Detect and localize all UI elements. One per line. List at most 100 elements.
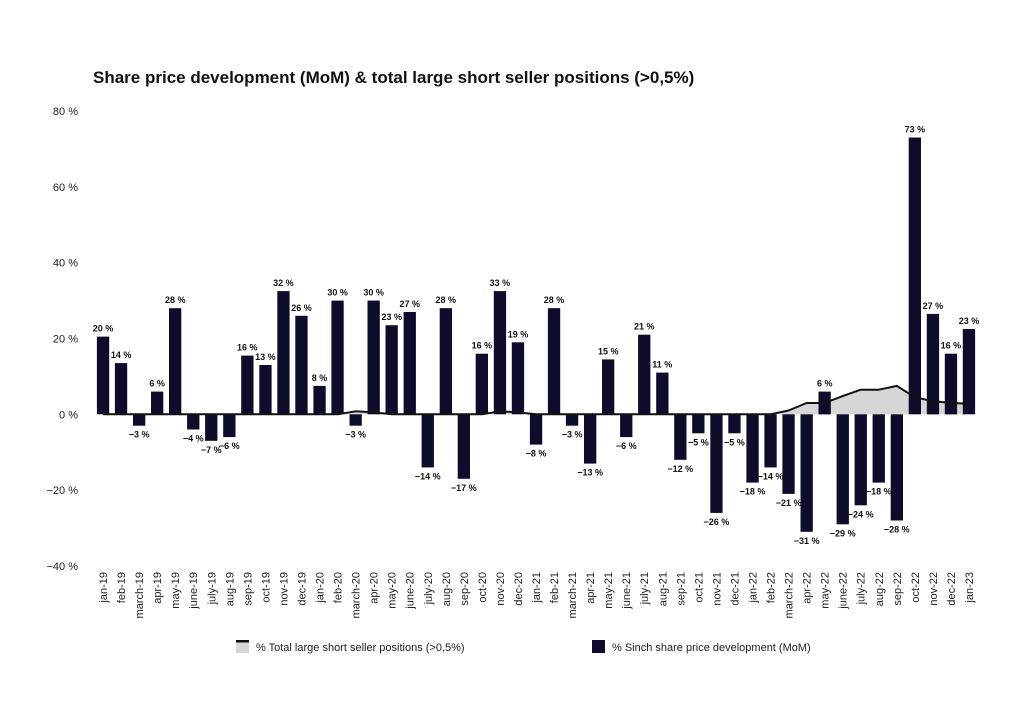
bar-jan-20 bbox=[313, 385, 326, 415]
x-tick-label: dec-22 bbox=[946, 572, 958, 606]
bar-apr-21 bbox=[584, 414, 597, 464]
bar-feb-22 bbox=[764, 414, 777, 468]
data-label-oct-19: 13 % bbox=[255, 352, 276, 362]
data-label-july-19: −7 % bbox=[201, 445, 222, 455]
x-tick-label: oct-21 bbox=[693, 572, 705, 603]
bar-june-19 bbox=[187, 414, 200, 430]
x-tick-label: march-19 bbox=[134, 572, 146, 618]
bar-july-19 bbox=[205, 414, 218, 441]
x-tick-label: oct-20 bbox=[477, 572, 489, 603]
data-label-dec-19: 26 % bbox=[291, 303, 312, 313]
data-label-jan-22: −18 % bbox=[740, 487, 766, 497]
chart-title: Share price development (MoM) & total la… bbox=[93, 68, 695, 87]
x-tick-label: may-22 bbox=[820, 572, 832, 609]
data-label-oct-21: −5 % bbox=[688, 437, 709, 447]
data-label-feb-19: 14 % bbox=[111, 350, 132, 360]
x-tick-label: dec-21 bbox=[729, 572, 741, 606]
x-tick-label: feb-19 bbox=[116, 572, 128, 603]
x-tick-label: nov-19 bbox=[278, 572, 290, 606]
bar-feb-20 bbox=[331, 300, 344, 415]
x-tick-label: june-22 bbox=[838, 572, 850, 610]
y-tick-label: 60 % bbox=[53, 182, 78, 194]
x-tick-label: june-21 bbox=[621, 572, 633, 610]
bar-may-19 bbox=[169, 308, 182, 415]
bar-may-21 bbox=[602, 359, 615, 415]
data-label-feb-20: 30 % bbox=[327, 288, 348, 298]
data-label-apr-19: 6 % bbox=[149, 379, 165, 389]
data-label-march-20: −3 % bbox=[345, 430, 366, 440]
data-label-may-22: 6 % bbox=[817, 379, 833, 389]
bar-feb-19 bbox=[114, 363, 128, 415]
bar-oct-19 bbox=[259, 365, 272, 415]
bar-sep-22 bbox=[890, 414, 903, 521]
data-label-june-21: −6 % bbox=[616, 441, 637, 451]
bar-june-22 bbox=[836, 414, 849, 525]
y-tick-label: −40 % bbox=[47, 561, 79, 573]
x-tick-label: june-20 bbox=[405, 572, 417, 610]
bar-may-20 bbox=[385, 325, 398, 415]
legend-swatch-bar bbox=[592, 640, 605, 653]
x-tick-label: apr-21 bbox=[585, 572, 597, 604]
x-tick-label: july-20 bbox=[423, 572, 435, 605]
bar-july-21 bbox=[638, 334, 651, 415]
y-tick-label: 20 % bbox=[53, 334, 78, 346]
x-tick-label: nov-22 bbox=[928, 572, 940, 606]
x-tick-label: feb-21 bbox=[549, 572, 561, 603]
bar-sep-19 bbox=[241, 355, 254, 415]
x-tick-label: july-19 bbox=[206, 572, 218, 605]
bar-nov-20 bbox=[493, 291, 507, 415]
x-tick-label: apr-19 bbox=[152, 572, 164, 604]
data-label-june-22: −29 % bbox=[830, 528, 856, 538]
data-label-aug-20: 28 % bbox=[436, 295, 457, 305]
bar-nov-21 bbox=[710, 414, 723, 513]
x-tick-label: march-22 bbox=[784, 572, 796, 618]
data-label-apr-22: −31 % bbox=[794, 536, 820, 546]
x-tick-label: jan-21 bbox=[531, 572, 543, 604]
data-label-may-21: 15 % bbox=[598, 346, 619, 356]
bar-sep-21 bbox=[674, 414, 687, 460]
data-label-dec-20: 19 % bbox=[508, 329, 529, 339]
x-axis: jan-19 feb-19 march-19 apr-19 may-19 june-19 j… bbox=[98, 572, 976, 618]
y-tick-label: 0 % bbox=[59, 409, 78, 421]
data-label-july-21: 21 % bbox=[634, 322, 655, 332]
bar-nov-22 bbox=[926, 313, 940, 415]
short-positions-area-layer bbox=[103, 385, 969, 415]
legend-item-short-positions: % Total large short seller positions (>0… bbox=[236, 640, 465, 654]
x-tick-label: oct-22 bbox=[910, 572, 922, 603]
x-tick-label: may-20 bbox=[387, 572, 399, 609]
data-label-may-20: 23 % bbox=[381, 312, 402, 322]
y-tick-label: −20 % bbox=[47, 485, 79, 497]
data-label-july-22: −24 % bbox=[848, 509, 874, 519]
x-tick-label: july-22 bbox=[856, 572, 868, 605]
legend: % Total large short seller positions (>0… bbox=[236, 640, 811, 654]
bar-june-21 bbox=[620, 414, 633, 438]
data-label-feb-22: −14 % bbox=[758, 471, 784, 481]
data-label-aug-21: 11 % bbox=[652, 360, 672, 370]
x-tick-label: june-19 bbox=[188, 572, 200, 610]
data-label-jan-21: −8 % bbox=[526, 449, 547, 459]
data-label-dec-22: 16 % bbox=[941, 341, 962, 351]
x-tick-label: dec-20 bbox=[513, 572, 525, 606]
data-label-march-22: −21 % bbox=[776, 498, 802, 508]
x-tick-label: may-19 bbox=[170, 572, 182, 609]
x-tick-label: dec-19 bbox=[297, 572, 309, 606]
short-positions-line bbox=[103, 384, 970, 416]
data-label-june-20: 27 % bbox=[399, 299, 420, 309]
data-label-jan-20: 8 % bbox=[312, 373, 328, 383]
data-label-apr-20: 30 % bbox=[363, 288, 384, 298]
bar-june-20 bbox=[403, 312, 416, 415]
x-tick-label: feb-20 bbox=[333, 572, 345, 603]
legend-swatch-line bbox=[236, 640, 249, 643]
x-tick-label: nov-20 bbox=[495, 572, 507, 606]
bar-oct-20 bbox=[475, 353, 488, 415]
x-tick-label: sep-21 bbox=[675, 572, 687, 606]
bar-apr-20 bbox=[367, 300, 380, 415]
legend-swatch-area bbox=[236, 642, 249, 653]
legend-item-share-price: % Sinch share price development (MoM) bbox=[592, 640, 811, 654]
bar-apr-22 bbox=[800, 414, 813, 532]
bar-dec-22 bbox=[944, 353, 958, 415]
data-label-nov-22: 27 % bbox=[923, 301, 944, 311]
bar-aug-19 bbox=[223, 414, 236, 438]
bar-dec-19 bbox=[295, 315, 308, 415]
